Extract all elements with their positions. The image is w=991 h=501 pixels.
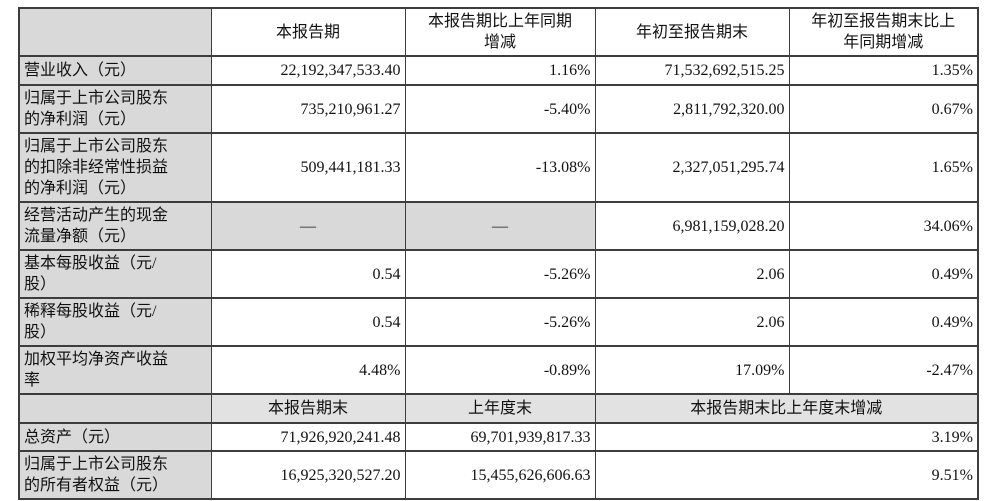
row-label: 总资产（元） bbox=[18, 422, 212, 452]
column-header-prior-year-end: 上年度末 bbox=[404, 393, 596, 424]
header2-corner-cell bbox=[18, 393, 212, 424]
value-cell: 1.16% bbox=[404, 55, 596, 86]
table-row-weighted-avg-roe: 加权平均净资产收益 率 4.48% -0.89% 17.09% -2.47% bbox=[18, 345, 979, 395]
table-row-operating-cash-flow: 经营活动产生的现金 流量净额（元） — — 6,981,159,028.20 3… bbox=[18, 201, 979, 251]
column-header-yoy-change: 本报告期比上年同期 增减 bbox=[404, 7, 596, 57]
column-header-period-end: 本报告期末 bbox=[210, 393, 406, 424]
header-corner-cell bbox=[18, 7, 212, 57]
value-cell: 15,455,626,606.63 bbox=[404, 450, 596, 500]
column-header-change-vs-prior-year-end: 本报告期末比上年度末增减 bbox=[594, 393, 979, 424]
value-cell: 9.51% bbox=[594, 450, 979, 500]
row-label: 加权平均净资产收益 率 bbox=[18, 345, 212, 395]
value-cell: 0.54 bbox=[210, 249, 406, 299]
value-cell: 1.35% bbox=[788, 55, 979, 86]
value-cell: 16,925,320,527.20 bbox=[210, 450, 406, 500]
value-cell: 0.54 bbox=[210, 297, 406, 347]
value-cell: 4.48% bbox=[210, 345, 406, 395]
value-cell: 17.09% bbox=[594, 345, 790, 395]
value-cell: 1.65% bbox=[788, 132, 979, 203]
value-cell: 3.19% bbox=[594, 422, 979, 452]
row-label: 归属于上市公司股东 的净利润（元） bbox=[18, 84, 212, 134]
value-cell: 22,192,347,533.40 bbox=[210, 55, 406, 86]
table-row-net-profit-excl-nonrecurring: 归属于上市公司股东 的扣除非经常性损益 的净利润（元） 509,441,181.… bbox=[18, 132, 979, 203]
financial-summary-table: 本报告期 本报告期比上年同期 增减 年初至报告期末 年初至报告期末比上 年同期增… bbox=[18, 7, 979, 500]
table-row-shareholders-equity: 归属于上市公司股东 的所有者权益（元） 16,925,320,527.20 15… bbox=[18, 450, 979, 500]
row-label: 稀释每股收益（元/ 股） bbox=[18, 297, 212, 347]
value-cell: -2.47% bbox=[788, 345, 979, 395]
value-cell: 6,981,159,028.20 bbox=[594, 201, 790, 251]
column-header-current-period: 本报告期 bbox=[210, 7, 406, 57]
row-label: 经营活动产生的现金 流量净额（元） bbox=[18, 201, 212, 251]
table-row-diluted-eps: 稀释每股收益（元/ 股） 0.54 -5.26% 2.06 0.49% bbox=[18, 297, 979, 347]
value-cell: -5.26% bbox=[404, 297, 596, 347]
row-label: 基本每股收益（元/ 股） bbox=[18, 249, 212, 299]
value-cell: 2.06 bbox=[594, 297, 790, 347]
value-cell: 2,327,051,295.74 bbox=[594, 132, 790, 203]
value-cell: 735,210,961.27 bbox=[210, 84, 406, 134]
empty-value-dash: — bbox=[210, 201, 406, 251]
header-row-period: 本报告期 本报告期比上年同期 增减 年初至报告期末 年初至报告期末比上 年同期增… bbox=[18, 7, 979, 57]
row-label: 归属于上市公司股东 的所有者权益（元） bbox=[18, 450, 212, 500]
table-row-net-profit: 归属于上市公司股东 的净利润（元） 735,210,961.27 -5.40% … bbox=[18, 84, 979, 134]
row-label: 归属于上市公司股东 的扣除非经常性损益 的净利润（元） bbox=[18, 132, 212, 203]
value-cell: 0.49% bbox=[788, 297, 979, 347]
table-row-basic-eps: 基本每股收益（元/ 股） 0.54 -5.26% 2.06 0.49% bbox=[18, 249, 979, 299]
column-header-ytd-yoy-change: 年初至报告期末比上 年同期增减 bbox=[788, 7, 979, 57]
value-cell: 2.06 bbox=[594, 249, 790, 299]
empty-value-dash: — bbox=[404, 201, 596, 251]
header-row-period-end: 本报告期末 上年度末 本报告期末比上年度末增减 bbox=[18, 393, 979, 424]
value-cell: 69,701,939,817.33 bbox=[404, 422, 596, 452]
value-cell: 0.49% bbox=[788, 249, 979, 299]
row-label: 营业收入（元） bbox=[18, 55, 212, 86]
column-header-ytd: 年初至报告期末 bbox=[594, 7, 790, 57]
value-cell: 509,441,181.33 bbox=[210, 132, 406, 203]
value-cell: 71,926,920,241.48 bbox=[210, 422, 406, 452]
value-cell: -0.89% bbox=[404, 345, 596, 395]
value-cell: 34.06% bbox=[788, 201, 979, 251]
value-cell: 2,811,792,320.00 bbox=[594, 84, 790, 134]
value-cell: -5.26% bbox=[404, 249, 596, 299]
value-cell: -5.40% bbox=[404, 84, 596, 134]
value-cell: -13.08% bbox=[404, 132, 596, 203]
table-row-revenue: 营业收入（元） 22,192,347,533.40 1.16% 71,532,6… bbox=[18, 55, 979, 86]
table-row-total-assets: 总资产（元） 71,926,920,241.48 69,701,939,817.… bbox=[18, 422, 979, 452]
value-cell: 71,532,692,515.25 bbox=[594, 55, 790, 86]
value-cell: 0.67% bbox=[788, 84, 979, 134]
